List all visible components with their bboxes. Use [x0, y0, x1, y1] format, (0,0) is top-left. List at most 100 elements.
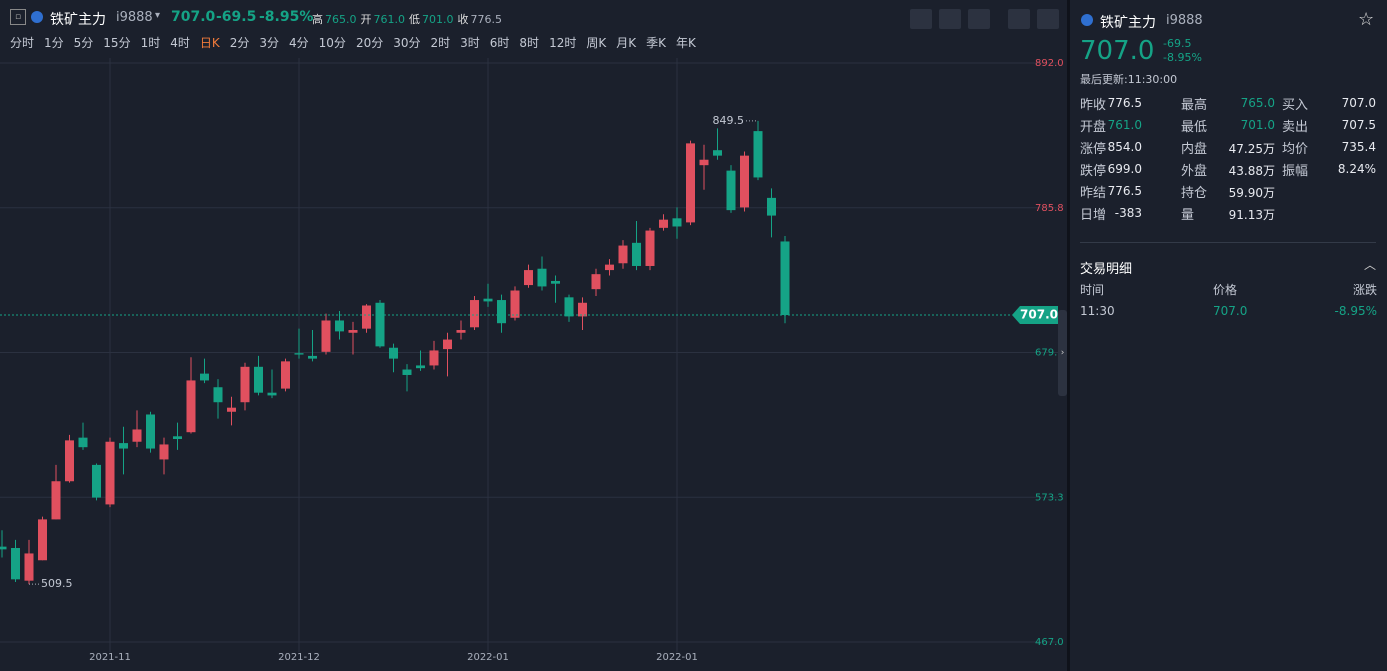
- candle-body: [429, 350, 439, 366]
- period-tab[interactable]: 20分: [355, 36, 384, 50]
- candle-body: [92, 464, 101, 498]
- quote-row: 日增 -383 量 91.13万: [1080, 202, 1378, 224]
- candle-body: [686, 143, 695, 223]
- stat-label: 开: [360, 13, 372, 26]
- period-tab[interactable]: 6时: [489, 36, 510, 50]
- quote-label: 卖出: [1282, 120, 1309, 135]
- period-tab[interactable]: 8时: [519, 36, 540, 50]
- close-icon[interactable]: ▫: [10, 9, 26, 25]
- candle-body: [645, 230, 655, 266]
- period-tab[interactable]: 10分: [318, 36, 346, 50]
- quote-value: 761.0: [1107, 118, 1142, 132]
- candle-body: [281, 361, 290, 389]
- candle-body: [105, 441, 115, 505]
- period-tab[interactable]: 12时: [549, 36, 577, 50]
- dropdown-arrow[interactable]: ▾: [155, 10, 161, 21]
- low-label: 509.5: [41, 577, 73, 590]
- stat-value: 765.0: [325, 13, 357, 26]
- chart-type-button[interactable]: [968, 9, 990, 29]
- candle-body: [375, 302, 385, 347]
- period-tab[interactable]: 月K: [616, 36, 637, 50]
- candle-body: [24, 553, 34, 581]
- quote-value: 707.0: [1341, 96, 1376, 110]
- candle-body: [618, 245, 628, 264]
- candle-body: [267, 392, 277, 396]
- candle-body: [335, 320, 344, 332]
- quote-value: 59.90万: [1228, 186, 1275, 200]
- collapse-handle[interactable]: ›: [1058, 310, 1067, 396]
- close-button[interactable]: [1037, 9, 1059, 29]
- quote-value: 91.13万: [1228, 208, 1275, 222]
- change: -69.5: [216, 9, 257, 25]
- period-tab[interactable]: 2时: [430, 36, 451, 50]
- candle-body: [605, 264, 614, 271]
- stat-label: 低: [409, 13, 420, 26]
- candle-body: [740, 155, 749, 208]
- candle-body: [0, 546, 7, 550]
- draw-button[interactable]: [939, 9, 961, 29]
- period-tab[interactable]: 30分: [393, 36, 421, 50]
- favorite-star[interactable]: ☆: [1358, 9, 1375, 30]
- candle-body: [753, 131, 763, 178]
- symbol-code: i9888: [1166, 13, 1203, 28]
- column-header: 时间: [1080, 283, 1105, 297]
- period-tab[interactable]: 3时: [460, 36, 480, 50]
- indicator-button[interactable]: [910, 9, 932, 29]
- symbol-name: 铁矿主力: [50, 12, 106, 28]
- quote-label: 振幅: [1282, 164, 1309, 179]
- candle-body: [240, 366, 250, 403]
- candle-body: [186, 380, 196, 433]
- candle-body: [173, 436, 182, 440]
- candle-body: [672, 218, 682, 227]
- period-tab[interactable]: 年K: [675, 36, 696, 50]
- candle-body: [389, 347, 398, 359]
- period-tab[interactable]: 15分: [103, 36, 131, 50]
- quote-value: -383: [1114, 206, 1142, 220]
- candle-body: [713, 150, 722, 156]
- price-tag: [1012, 306, 1058, 325]
- trade-cell: 11:30: [1080, 304, 1115, 318]
- exchange-icon: [1081, 14, 1093, 26]
- candle-body: [591, 274, 601, 290]
- exchange-icon: [31, 11, 43, 23]
- quote-label: 日增: [1080, 208, 1107, 223]
- divider: [1080, 242, 1376, 243]
- period-tab[interactable]: 1时: [140, 36, 161, 50]
- period-tab[interactable]: 分时: [10, 36, 35, 50]
- candle-body: [132, 429, 142, 442]
- period-tab[interactable]: 3分: [259, 36, 280, 50]
- quote-row: 昨收 776.5 最高 765.0 买入 707.0: [1080, 92, 1378, 114]
- symbol-code[interactable]: i9888: [116, 10, 153, 25]
- x-tick-label: 2022-01: [467, 652, 509, 663]
- quote-row: 昨结 776.5 持仓 59.90万: [1080, 180, 1378, 202]
- candle-body: [321, 320, 331, 352]
- period-tab[interactable]: 4时: [170, 36, 190, 50]
- price: 707.0: [171, 9, 216, 25]
- column-header: 价格: [1213, 283, 1238, 297]
- quote-value: 765.0: [1240, 96, 1275, 110]
- candle-body: [254, 366, 263, 393]
- quote-label: 外盘: [1181, 164, 1208, 179]
- quote-label: 最高: [1181, 98, 1208, 113]
- period-tab[interactable]: 1分: [44, 36, 64, 50]
- quote-label: 持仓: [1181, 186, 1208, 201]
- period-bar: 分时 1分 5分 15分 1时 4时 日K 2分 3分 4分 10分 20分 30分 2时 3时 6时 8时 12…: [10, 34, 706, 51]
- expand-button[interactable]: [1008, 9, 1030, 29]
- chart-panel: 467.0 573.3 679.5 785.8 892.0 2021-11 2021-12 2…: [0, 0, 1067, 671]
- candle-body: [767, 197, 776, 216]
- quote-label: 均价: [1282, 142, 1309, 157]
- quote-value: 776.5: [1107, 96, 1142, 110]
- period-tab[interactable]: 周K: [586, 36, 607, 50]
- high-label: 849.5: [713, 114, 745, 127]
- period-tab[interactable]: 日K: [199, 36, 220, 50]
- quote-label: 昨收: [1080, 98, 1107, 113]
- quote-value: 47.25万: [1228, 142, 1275, 156]
- period-tab[interactable]: 5分: [73, 36, 94, 50]
- period-tab[interactable]: 季K: [646, 36, 666, 50]
- period-tab[interactable]: 4分: [289, 36, 309, 50]
- chart: 467.0 573.3 679.5 785.8 892.0 2021-11 2021-12 2…: [0, 58, 1064, 663]
- collapse-icon[interactable]: ︿: [1364, 258, 1377, 272]
- period-tab[interactable]: 2分: [229, 36, 250, 50]
- candle-body: [38, 519, 47, 561]
